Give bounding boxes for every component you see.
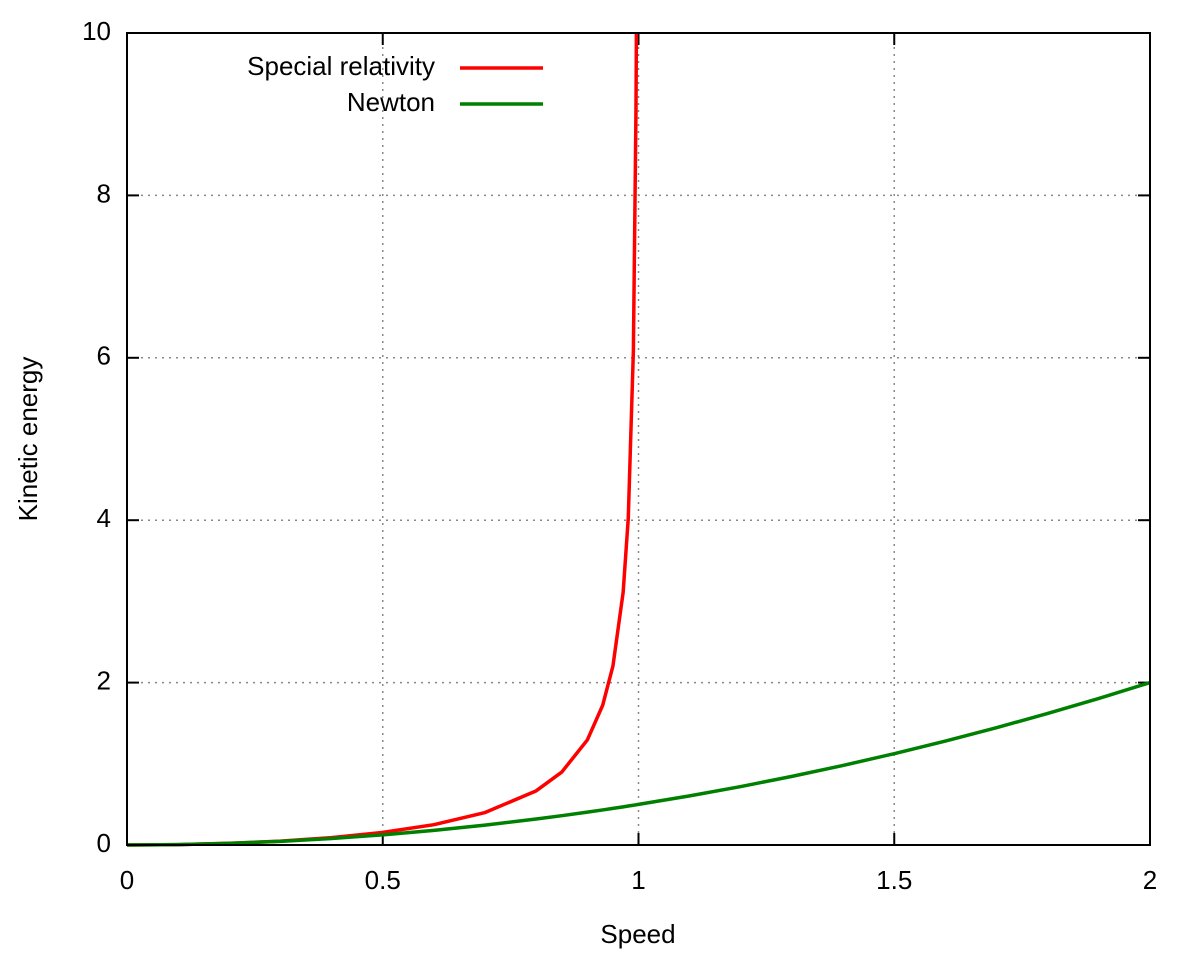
- y-tick-label: 0: [97, 828, 111, 858]
- plot-frame: [126, 32, 1151, 846]
- x-tick-label: 0: [120, 865, 134, 895]
- x-tick-label: 1.5: [876, 865, 912, 895]
- x-tick-label: 0.5: [365, 865, 401, 895]
- x-tick-label: 2: [1143, 865, 1157, 895]
- legend-label: Newton: [347, 87, 435, 117]
- y-axis-label: Kinetic energy: [13, 357, 43, 522]
- y-tick-label: 10: [82, 16, 111, 46]
- y-tick-label: 6: [97, 341, 111, 371]
- y-tick-label: 4: [97, 503, 111, 533]
- series-line: [126, 680, 1151, 847]
- y-tick-label: 2: [97, 665, 111, 695]
- x-tick-label: 1: [631, 865, 645, 895]
- series-line: [126, 32, 639, 847]
- legend-label: Special relativity: [247, 51, 435, 81]
- x-axis-label: Speed: [600, 919, 675, 949]
- y-tick-label: 8: [97, 178, 111, 208]
